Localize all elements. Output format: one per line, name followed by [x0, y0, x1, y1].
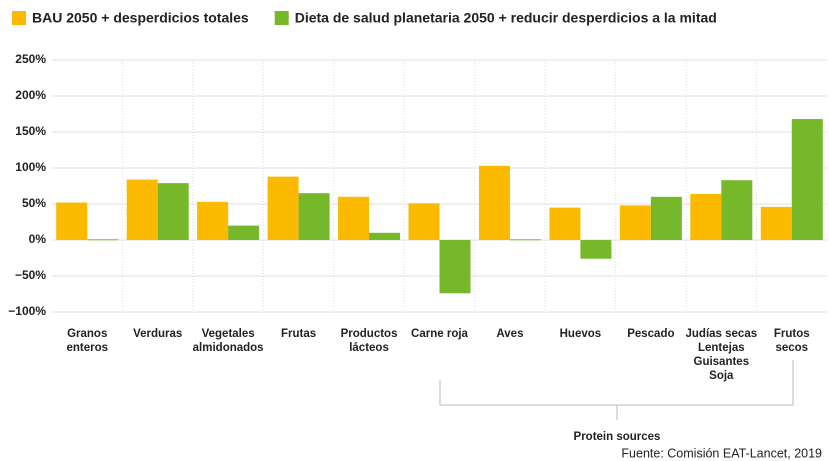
protein-bracket	[439, 360, 794, 420]
bar	[157, 183, 189, 240]
source: Fuente: Comisión EAT-Lancet, 2019	[621, 446, 822, 460]
bar	[760, 206, 792, 240]
bar	[791, 119, 823, 240]
x-tick-label: Granos enteros	[66, 328, 108, 354]
bar	[721, 180, 753, 240]
bar	[369, 232, 401, 240]
bar	[439, 240, 471, 294]
bar	[509, 239, 541, 241]
x-tick-label: Judías secas Lentejas Guisantes Soja	[686, 328, 758, 382]
x-tick-label: Huevos	[560, 328, 602, 340]
legend-swatch	[12, 11, 26, 25]
bar	[267, 176, 299, 240]
x-tick-label: Pescado	[627, 328, 674, 340]
y-tick-label: 200%	[15, 88, 46, 102]
bar	[87, 239, 119, 241]
y-tick-label: 250%	[15, 52, 46, 66]
x-tick-label: Vegetales almidonados	[193, 328, 264, 354]
legend-swatch	[274, 11, 289, 25]
bar	[228, 225, 260, 240]
bar	[619, 205, 651, 240]
bar	[126, 179, 158, 240]
bar	[549, 207, 581, 240]
y-tick-label: −50%	[15, 268, 46, 282]
bar	[56, 202, 88, 240]
x-tick-label: Frutos secos	[774, 328, 810, 354]
bar	[478, 165, 510, 240]
bar	[338, 196, 370, 240]
bar	[580, 240, 612, 259]
annotation: Protein sources	[574, 431, 661, 443]
y-tick-label: 100%	[15, 160, 46, 174]
bar	[650, 196, 682, 240]
x-tick-label: Frutas	[281, 328, 316, 340]
bar	[408, 203, 440, 240]
y-tick-label: 150%	[15, 124, 46, 138]
bar	[298, 193, 330, 240]
y-tick-label: 0%	[29, 232, 47, 246]
y-tick-label: 50%	[22, 196, 46, 210]
x-tick-label: Carne roja	[411, 328, 468, 340]
y-tick-label: −100%	[8, 304, 46, 318]
x-tick-label: Verduras	[133, 328, 182, 340]
bar	[690, 193, 722, 240]
x-tick-label: Aves	[496, 328, 523, 340]
bar	[197, 201, 229, 240]
legend-label: Dieta de salud planetaria 2050 + reducir…	[295, 10, 717, 26]
legend-label: BAU 2050 + desperdicios totales	[32, 10, 249, 26]
x-tick-label: Productos lácteos	[341, 328, 398, 354]
